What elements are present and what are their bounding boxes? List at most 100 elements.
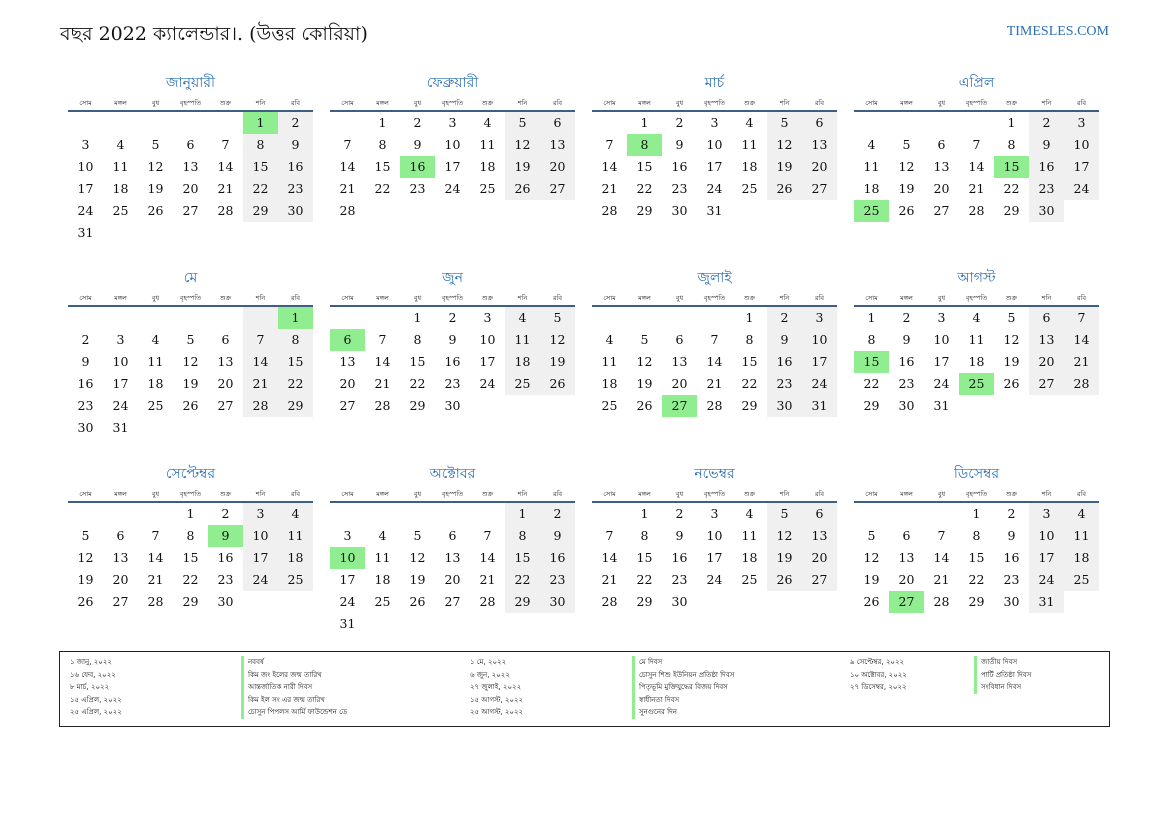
day-cell: 25 bbox=[112, 203, 129, 218]
holiday-day-cell: 15 bbox=[854, 351, 889, 373]
day-cell: 13 bbox=[540, 134, 575, 156]
day-cell: 9 bbox=[675, 137, 684, 152]
day-cell: 24 bbox=[706, 572, 723, 587]
day-cell: 11 bbox=[741, 528, 758, 543]
day-cell: 8 bbox=[505, 525, 540, 547]
weekday-label: শুক্র bbox=[1005, 490, 1018, 498]
day-cell: 29 bbox=[741, 398, 758, 413]
day-cell: 23 bbox=[77, 398, 94, 413]
day-cell: 27 bbox=[339, 398, 356, 413]
day-cell: 12 bbox=[898, 159, 915, 174]
day-cell: 15 bbox=[741, 354, 758, 369]
day-cell: 18 bbox=[147, 376, 164, 391]
weekday-header: সোম মঙ্গল বুধ বৃহস্পতি শুক্র শনি রবি bbox=[68, 487, 313, 503]
empty-day-cell bbox=[435, 503, 470, 525]
day-cell: 19 bbox=[767, 156, 802, 178]
day-cell: 27 bbox=[112, 594, 129, 609]
weekday-label: মঙ্গল bbox=[900, 294, 913, 302]
weekday-label: বুধ bbox=[413, 490, 422, 498]
day-cell: 28 bbox=[1064, 373, 1099, 395]
weekday-label: রবি bbox=[814, 490, 825, 498]
day-cell: 30 bbox=[217, 594, 234, 609]
day-cell: 5 bbox=[186, 332, 195, 347]
day-cell: 13 bbox=[112, 550, 129, 565]
day-cell: 1 bbox=[972, 506, 981, 521]
day-cell: 2 bbox=[221, 506, 230, 521]
day-cell: 25 bbox=[505, 373, 540, 395]
day-cell: 11 bbox=[863, 159, 880, 174]
weekday-label: সোম bbox=[79, 490, 92, 498]
site-link[interactable]: TIMESLES.COM bbox=[1006, 24, 1109, 39]
day-cell: 2 bbox=[413, 115, 422, 130]
day-cell: 12 bbox=[636, 354, 653, 369]
day-cell: 3 bbox=[710, 506, 719, 521]
empty-day-cell bbox=[889, 112, 924, 134]
day-cell: 12 bbox=[409, 550, 426, 565]
empty-day-cell bbox=[330, 112, 365, 134]
day-cell: 16 bbox=[444, 354, 461, 369]
day-cell: 25 bbox=[741, 181, 758, 196]
day-cell: 10 bbox=[444, 137, 461, 152]
empty-day-cell bbox=[173, 112, 208, 134]
day-cell: 6 bbox=[540, 112, 575, 134]
day-cell: 4 bbox=[278, 503, 313, 525]
holiday-name: সংবিধান দিবস bbox=[974, 681, 1031, 694]
day-grid: 1 2 3 4 5 6 7 8 9 10 11 12 13 14 15 16 17 18 19 20 21 22 23 24 2… bbox=[330, 503, 575, 635]
day-cell: 30 bbox=[898, 398, 915, 413]
day-cell: 28 bbox=[706, 398, 723, 413]
day-cell: 5 bbox=[767, 112, 802, 134]
empty-day-cell bbox=[68, 307, 103, 329]
weekday-header: সোম মঙ্গল বুধ বৃহস্পতি শুক্র শনি রবি bbox=[854, 291, 1099, 307]
empty-day-cell bbox=[208, 307, 243, 329]
day-cell: 20 bbox=[182, 181, 199, 196]
empty-day-cell bbox=[924, 503, 959, 525]
day-cell: 17 bbox=[479, 354, 496, 369]
day-cell: 1 bbox=[745, 310, 754, 325]
day-cell: 9 bbox=[902, 332, 911, 347]
day-cell: 20 bbox=[339, 376, 356, 391]
day-cell: 1 bbox=[505, 503, 540, 525]
weekday-label: রবি bbox=[1076, 490, 1087, 498]
day-cell: 15 bbox=[636, 550, 653, 565]
day-cell: 18 bbox=[374, 572, 391, 587]
day-cell: 24 bbox=[706, 181, 723, 196]
day-cell: 21 bbox=[1064, 351, 1099, 373]
holiday-date: ১৫ আগস্ট, ২০২২ bbox=[470, 695, 524, 704]
day-cell: 20 bbox=[898, 572, 915, 587]
day-cell: 11 bbox=[741, 137, 758, 152]
day-cell: 5 bbox=[767, 503, 802, 525]
day-cell: 26 bbox=[863, 594, 880, 609]
day-cell: 20 bbox=[1029, 351, 1064, 373]
month-name: নভেম্বর bbox=[694, 466, 735, 482]
holiday-legend: ১ জানু, ২০২২ ১৬ ফেব, ২০২২ ৮ মার্চ, ২০২২ ১৫ … bbox=[59, 651, 1110, 727]
day-cell: 17 bbox=[112, 376, 129, 391]
weekday-label: মঙ্গল bbox=[638, 490, 651, 498]
month-name: সেপ্টেম্বর bbox=[165, 466, 216, 482]
day-cell: 9 bbox=[675, 528, 684, 543]
day-cell: 5 bbox=[902, 137, 911, 152]
day-cell: 21 bbox=[601, 181, 618, 196]
weekday-label: রবি bbox=[290, 294, 301, 302]
day-cell: 28 bbox=[243, 395, 278, 417]
day-cell: 3 bbox=[802, 307, 837, 329]
day-cell: 21 bbox=[479, 572, 496, 587]
day-cell: 31 bbox=[112, 420, 129, 435]
day-cell: 16 bbox=[671, 159, 688, 174]
day-cell: 17 bbox=[243, 547, 278, 569]
day-cell: 10 bbox=[243, 525, 278, 547]
empty-day-cell bbox=[103, 112, 138, 134]
day-cell: 12 bbox=[505, 134, 540, 156]
day-cell: 17 bbox=[1029, 547, 1064, 569]
weekday-label: মঙ্গল bbox=[114, 294, 127, 302]
day-cell: 18 bbox=[741, 159, 758, 174]
holiday-day-cell: 8 bbox=[627, 134, 662, 156]
holiday-date: ২৭ ডিসেম্বর, ২০২২ bbox=[850, 683, 907, 691]
day-cell: 25 bbox=[741, 572, 758, 587]
day-grid: 1 2 3 4 5 6 7 8 9 10 11 12 13 14 15 16 17 18 19 20 21 22 23 24 2… bbox=[68, 503, 313, 613]
day-cell: 19 bbox=[863, 572, 880, 587]
day-cell: 16 bbox=[540, 547, 575, 569]
holiday-date: ৯ সেপ্টেম্বর, ২০২২ bbox=[850, 658, 905, 666]
day-cell: 24 bbox=[933, 376, 950, 391]
weekday-label: শুক্র bbox=[481, 99, 494, 107]
day-cell: 21 bbox=[243, 373, 278, 395]
